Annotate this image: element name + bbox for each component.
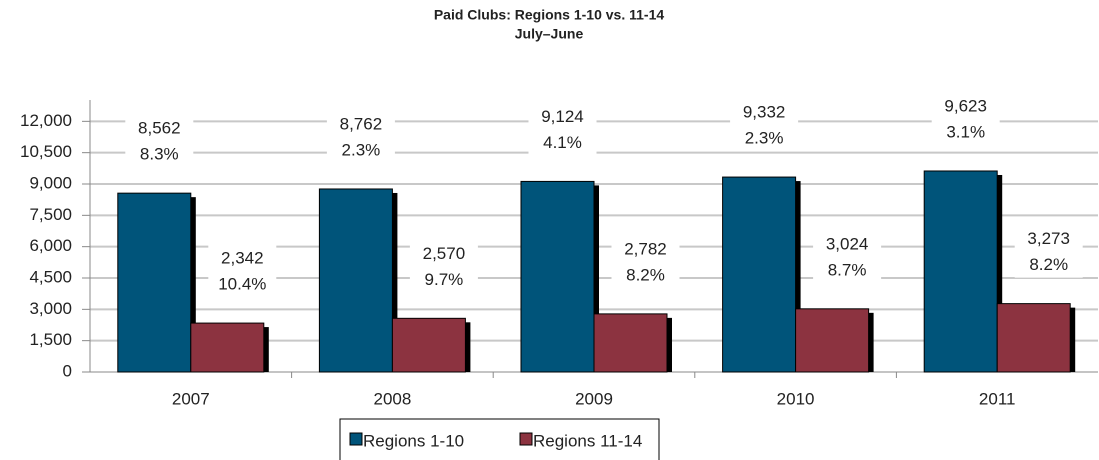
value-label: 8,562 xyxy=(138,119,181,138)
bar xyxy=(593,313,668,373)
percent-label: 4.1% xyxy=(543,133,582,152)
legend-label: Regions 1-10 xyxy=(363,431,464,450)
value-label: 3,024 xyxy=(826,234,869,253)
percent-label: 9.7% xyxy=(425,270,464,289)
label-bg xyxy=(611,235,680,288)
y-tick-label: 9,000 xyxy=(29,173,72,192)
y-tick-label: 12,000 xyxy=(20,111,72,130)
value-label: 9,124 xyxy=(541,107,584,126)
bar xyxy=(117,192,192,373)
percent-label: 8.3% xyxy=(140,145,179,164)
value-label: 2,782 xyxy=(624,239,667,258)
bar xyxy=(996,303,1071,373)
y-tick-label: 6,000 xyxy=(29,236,72,255)
label-bg xyxy=(1014,225,1083,278)
value-label: 3,273 xyxy=(1027,229,1070,248)
y-tick-label: 3,000 xyxy=(29,299,72,318)
bar xyxy=(923,170,998,373)
value-label: 2,570 xyxy=(423,244,466,263)
chart-subtitle: July–June xyxy=(515,26,584,42)
bar xyxy=(190,322,265,373)
x-tick-label: 2010 xyxy=(777,389,815,408)
label-bg xyxy=(125,115,194,168)
percent-label: 10.4% xyxy=(218,275,266,294)
legend-box xyxy=(339,418,660,460)
percent-label: 3.1% xyxy=(946,122,985,141)
label-bg xyxy=(409,240,478,293)
bar xyxy=(722,176,797,373)
label-bg xyxy=(326,110,395,163)
legend-label: Regions 11-14 xyxy=(533,431,642,450)
value-label: 8,762 xyxy=(340,114,383,133)
y-tick-label: 10,500 xyxy=(20,142,72,161)
percent-label: 2.3% xyxy=(342,140,381,159)
x-tick-label: 2007 xyxy=(172,389,210,408)
x-tick-label: 2008 xyxy=(373,389,411,408)
legend-swatch xyxy=(519,432,533,446)
bar xyxy=(391,317,466,373)
bar xyxy=(318,188,393,373)
label-bg xyxy=(528,103,597,156)
value-label: 2,342 xyxy=(221,249,264,268)
percent-label: 8.2% xyxy=(626,265,665,284)
label-bg xyxy=(730,99,799,152)
label-bg xyxy=(813,230,882,283)
value-label: 9,332 xyxy=(743,103,786,122)
bar xyxy=(795,308,870,373)
value-label: 9,623 xyxy=(944,96,987,115)
label-bg xyxy=(931,92,1000,145)
bar xyxy=(520,180,595,373)
y-tick-label: 7,500 xyxy=(29,205,72,224)
percent-label: 8.7% xyxy=(828,260,867,279)
label-bg xyxy=(208,245,277,298)
percent-label: 2.3% xyxy=(745,129,784,148)
x-tick-label: 2009 xyxy=(575,389,613,408)
legend-swatch xyxy=(349,432,363,446)
percent-label: 8.2% xyxy=(1029,255,1068,274)
y-tick-label: 0 xyxy=(63,361,72,380)
y-tick-label: 4,500 xyxy=(29,267,72,286)
x-tick-label: 2011 xyxy=(979,389,1016,408)
chart-title: Paid Clubs: Regions 1-10 vs. 11-14 xyxy=(434,7,665,23)
y-tick-label: 1,500 xyxy=(29,330,72,349)
